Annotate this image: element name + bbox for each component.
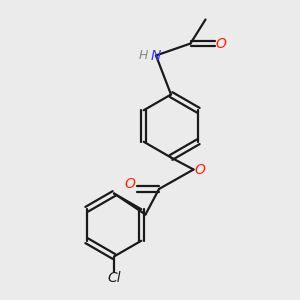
Text: O: O bbox=[216, 37, 226, 50]
Text: H: H bbox=[138, 49, 148, 62]
Text: N: N bbox=[151, 49, 161, 62]
Text: O: O bbox=[124, 177, 135, 190]
Text: Cl: Cl bbox=[107, 271, 121, 285]
Text: O: O bbox=[195, 163, 206, 176]
